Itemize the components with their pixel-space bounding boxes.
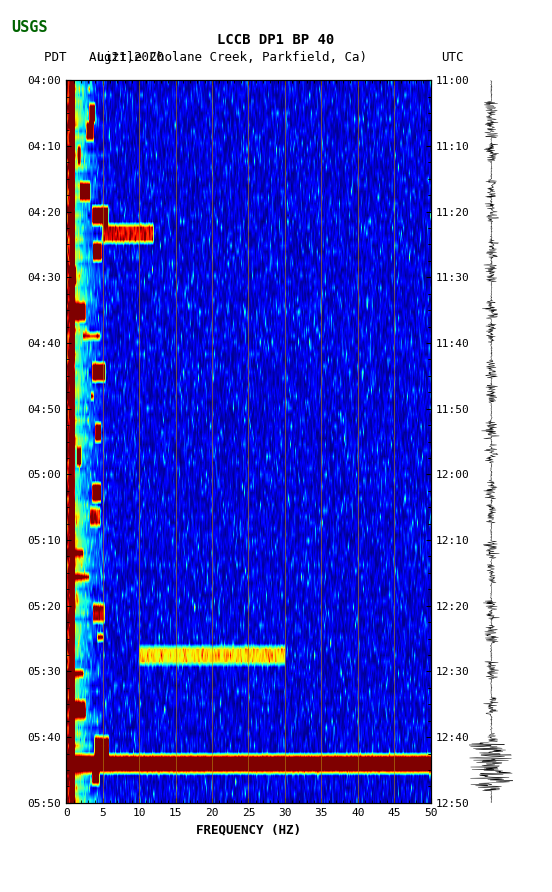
Text: Little Cholane Creek, Parkfield, Ca): Little Cholane Creek, Parkfield, Ca): [97, 52, 367, 64]
Text: UTC: UTC: [442, 52, 464, 64]
Text: PDT   Aug21,2020: PDT Aug21,2020: [44, 52, 164, 64]
Text: USGS: USGS: [11, 20, 47, 35]
X-axis label: FREQUENCY (HZ): FREQUENCY (HZ): [196, 823, 301, 836]
Text: LCCB DP1 BP 40: LCCB DP1 BP 40: [217, 33, 335, 47]
